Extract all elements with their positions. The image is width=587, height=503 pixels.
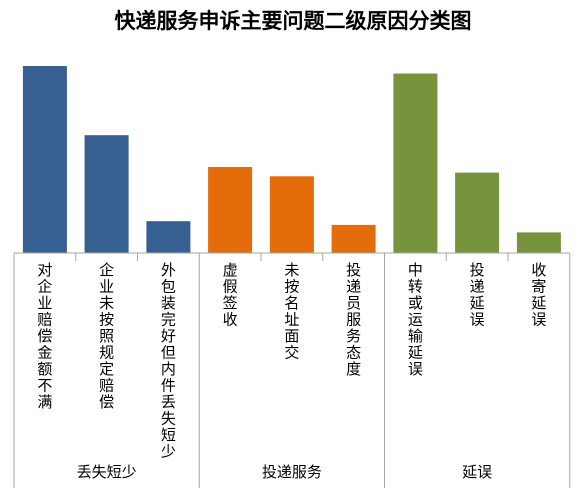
group-label: 丢失短少	[77, 463, 137, 481]
category-label: 虚假签收	[223, 261, 238, 329]
bar	[146, 221, 191, 253]
bar	[269, 176, 314, 253]
category-label: 投递员服务态度	[346, 261, 361, 378]
category-label: 未按名址面交	[284, 261, 299, 362]
category-label: 中转或运输延误	[408, 261, 423, 378]
bar	[393, 73, 438, 253]
bars-layer	[22, 66, 561, 253]
category-label: 投递延误	[470, 261, 485, 329]
bar	[208, 167, 253, 253]
category-label: 对企业赔偿金额不满	[37, 261, 52, 411]
bar	[22, 66, 67, 253]
bar	[516, 232, 561, 253]
category-label: 企业未按照规定赔偿	[99, 261, 114, 411]
group-label: 投递服务	[262, 463, 322, 481]
group-label: 延误	[462, 463, 492, 481]
bar	[331, 224, 376, 253]
chart-title: 快递服务申诉主要问题二级原因分类图	[115, 9, 472, 33]
category-axis: 对企业赔偿金额不满 企业未按照规定赔偿 外包装完好但内件丢失短少 虚假签收 未按名址面交…	[13, 252, 571, 488]
category-label: 收寄延误	[531, 261, 546, 329]
category-label: 外包装完好但内件丢失短少	[161, 261, 176, 461]
bar	[455, 172, 500, 253]
bar	[84, 135, 129, 253]
